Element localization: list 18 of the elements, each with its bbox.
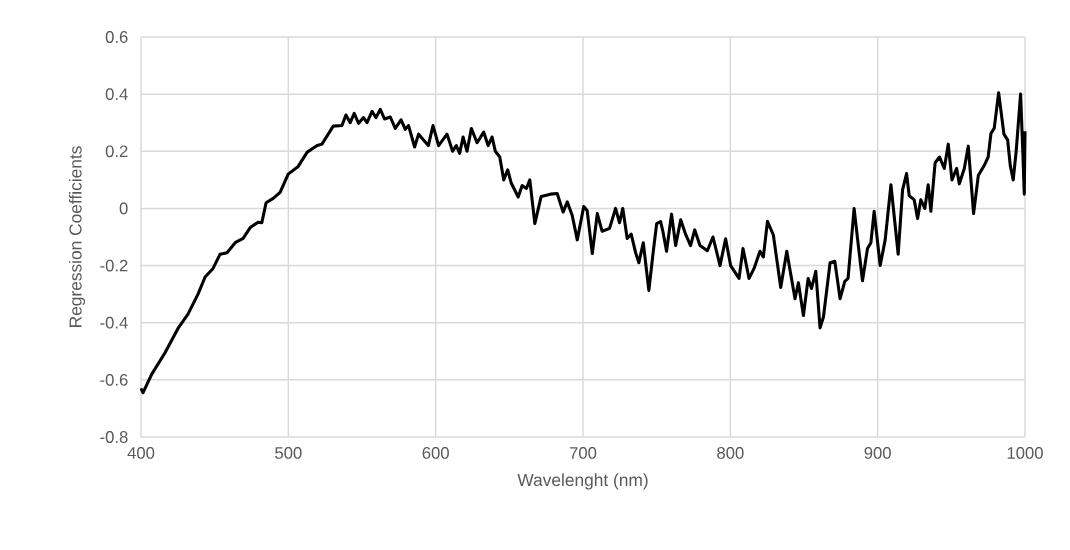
x-tick-label: 600: [422, 447, 449, 459]
x-tick-label: 1000: [1007, 447, 1043, 459]
x-tick-label: 500: [275, 447, 302, 459]
y-tick-label: 0.6: [105, 31, 128, 43]
x-axis-title: Wavelenght (nm): [517, 473, 648, 490]
y-tick-label: 0.4: [105, 88, 128, 101]
y-tick-label: -0.8: [100, 431, 128, 443]
y-tick-label: 0: [119, 202, 128, 215]
y-tick-label: 0.2: [105, 145, 128, 158]
y-axis-title: Regression Coefficients: [68, 146, 86, 327]
x-tick-label: 900: [864, 447, 891, 459]
x-tick-label: 400: [127, 447, 155, 459]
y-tick-label: -0.4: [100, 316, 128, 329]
x-tick-label: 800: [717, 447, 744, 459]
y-tick-label: -0.2: [100, 259, 128, 272]
line-series: [139, 91, 1027, 395]
y-tick-label: -0.6: [100, 373, 128, 386]
x-tick-label: 700: [569, 447, 597, 459]
